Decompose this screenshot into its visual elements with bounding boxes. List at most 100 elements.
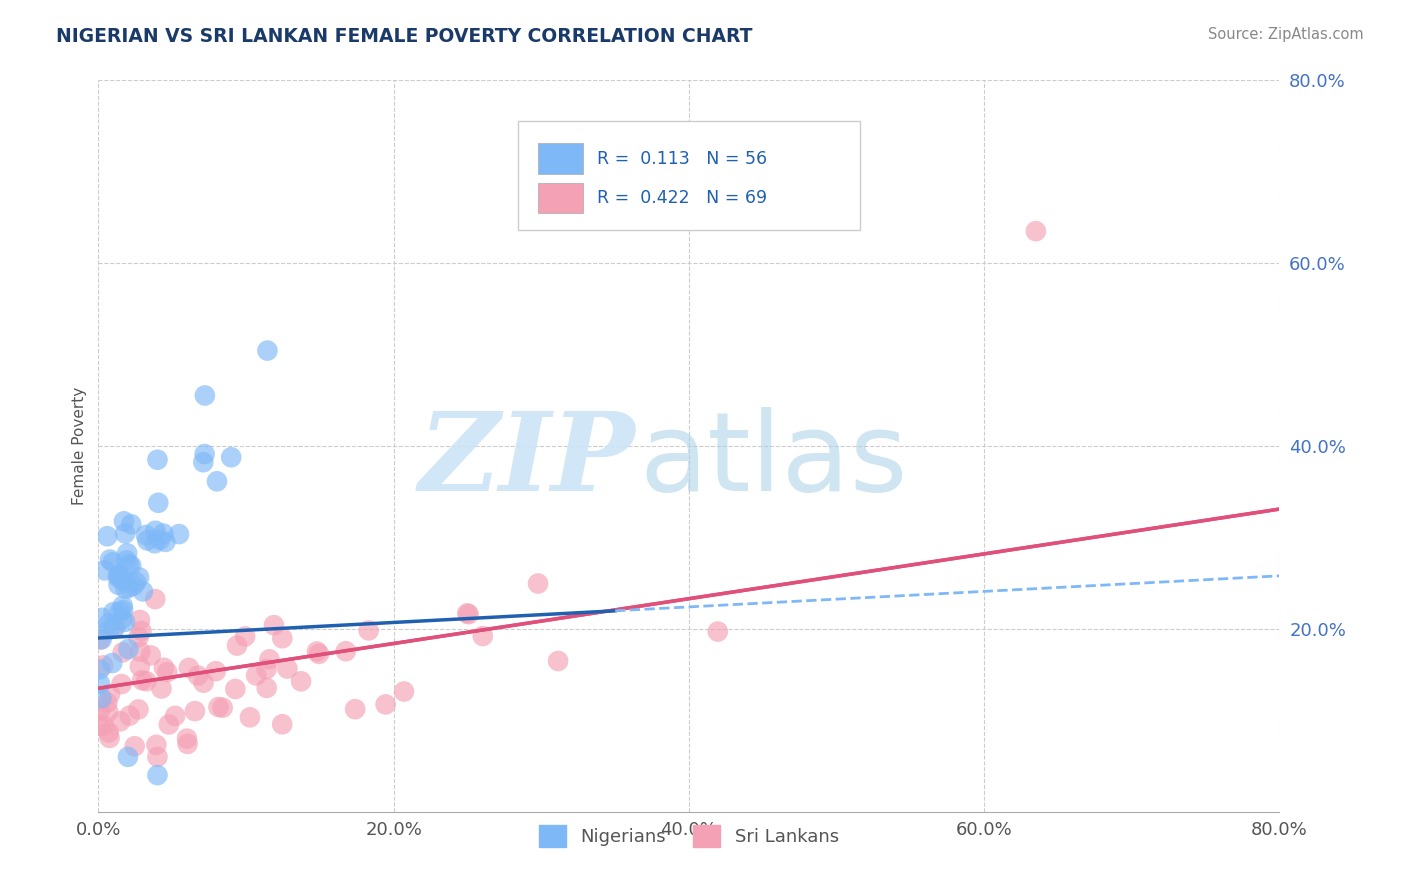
Point (194, 447, 217, 461)
Point (98, 731, 121, 745)
Point (114, 582, 136, 596)
Text: NIGERIAN VS SRI LANKAN FEMALE POVERTY CORRELATION CHART: NIGERIAN VS SRI LANKAN FEMALE POVERTY CO… (56, 27, 752, 45)
Point (124, 739, 146, 754)
Point (91, 658, 114, 673)
Point (226, 639, 249, 653)
Point (115, 553, 138, 567)
Point (120, 558, 142, 573)
Point (118, 708, 141, 723)
Point (98, 687, 121, 701)
Point (98, 623, 121, 637)
Point (117, 749, 139, 764)
Point (104, 620, 127, 634)
Point (90, 691, 112, 706)
Point (256, 662, 278, 676)
Point (114, 526, 136, 541)
Point (131, 624, 153, 638)
Point (129, 613, 152, 627)
Point (91, 611, 114, 625)
Point (456, 607, 478, 621)
Point (194, 388, 217, 402)
Point (155, 535, 177, 549)
Point (271, 717, 294, 731)
Point (153, 661, 176, 675)
Point (110, 714, 132, 729)
Point (110, 677, 132, 691)
Point (184, 704, 207, 718)
Point (156, 665, 179, 679)
Point (97, 616, 120, 631)
Point (127, 702, 149, 716)
Text: atlas: atlas (640, 407, 908, 514)
Point (103, 605, 125, 619)
Point (263, 618, 285, 632)
Point (239, 710, 262, 724)
Point (150, 681, 173, 696)
Point (120, 517, 142, 532)
Point (259, 652, 281, 666)
FancyBboxPatch shape (537, 183, 582, 213)
Point (101, 555, 124, 569)
Point (128, 659, 150, 673)
Point (256, 681, 278, 695)
Y-axis label: Female Poverty: Female Poverty (72, 387, 87, 505)
Point (245, 668, 267, 682)
Point (111, 645, 134, 659)
Point (176, 737, 198, 751)
Point (344, 702, 367, 716)
Point (115, 546, 138, 560)
Point (193, 455, 215, 469)
Point (111, 612, 134, 626)
Point (89, 719, 111, 733)
Point (145, 738, 167, 752)
Point (89, 662, 111, 676)
Legend: Nigerians, Sri Lankans: Nigerians, Sri Lankans (531, 817, 846, 854)
Point (187, 668, 209, 682)
Point (90, 632, 112, 647)
Point (125, 575, 148, 590)
Point (98, 552, 121, 566)
Point (1025, 224, 1047, 238)
Point (165, 709, 187, 723)
Point (108, 605, 131, 619)
Point (271, 631, 294, 645)
Point (146, 749, 169, 764)
Point (118, 558, 141, 572)
Point (457, 607, 479, 622)
Point (111, 599, 134, 613)
Point (135, 674, 157, 689)
Point (547, 654, 569, 668)
Point (207, 700, 229, 714)
Point (224, 681, 246, 696)
Point (157, 717, 180, 731)
Point (204, 664, 226, 678)
Point (96, 696, 118, 710)
Point (305, 644, 328, 658)
Point (146, 768, 169, 782)
Point (122, 579, 145, 593)
Point (111, 573, 134, 587)
Point (143, 524, 166, 538)
Point (143, 536, 166, 550)
Point (112, 514, 135, 528)
Point (392, 684, 415, 698)
Point (108, 568, 131, 582)
Point (97, 725, 120, 739)
Point (233, 630, 256, 644)
Point (143, 592, 166, 607)
Point (152, 526, 174, 541)
Text: R =  0.113   N = 56: R = 0.113 N = 56 (596, 150, 766, 168)
Point (127, 630, 149, 644)
Point (89, 677, 111, 691)
Point (131, 673, 153, 688)
Point (129, 645, 152, 659)
Text: Source: ZipAtlas.com: Source: ZipAtlas.com (1208, 27, 1364, 42)
Point (97, 705, 120, 719)
Point (148, 496, 170, 510)
Point (135, 528, 157, 542)
Point (176, 731, 198, 746)
Point (177, 661, 200, 675)
Point (527, 576, 550, 591)
Point (136, 533, 159, 548)
Point (132, 584, 155, 599)
